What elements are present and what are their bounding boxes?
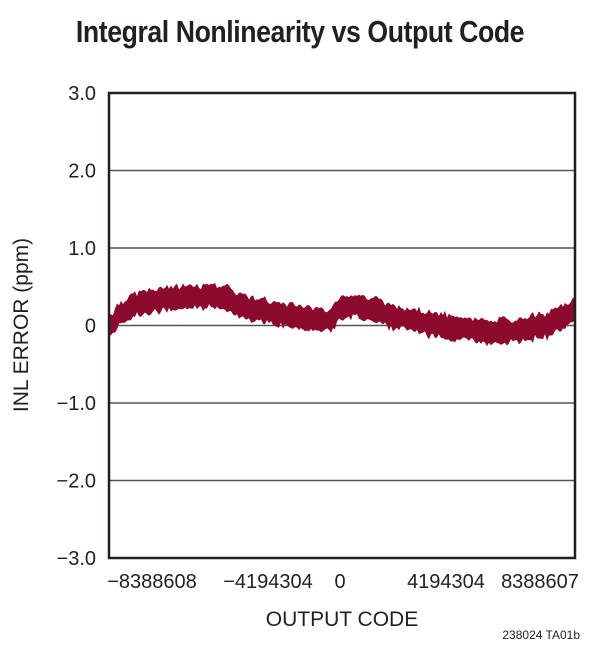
y-tick-label: −3.0: [57, 548, 96, 570]
x-axis-label: OUTPUT CODE: [266, 608, 418, 631]
x-tick-label: 0: [334, 571, 345, 593]
y-tick-label: −1.0: [57, 393, 96, 415]
inl-series: [109, 282, 575, 347]
chart-title: Integral Nonlinearity vs Output Code: [75, 14, 525, 49]
inl-trace: [109, 282, 575, 347]
y-axis-label: INL ERROR (ppm): [10, 238, 33, 412]
y-tick-label: 1.0: [68, 238, 96, 260]
y-tick-label: 2.0: [68, 161, 96, 183]
x-tick-label: −4194304: [223, 571, 313, 593]
figure-code: 238024 TA01b: [502, 628, 580, 642]
y-tick-label: 0: [85, 316, 96, 338]
x-tick-labels: −8388608 −4194304 0 4194304 8388607: [107, 571, 579, 593]
y-tick-label: 3.0: [68, 83, 96, 105]
x-tick-label: 4194304: [407, 571, 485, 593]
y-tick-label: −2.0: [57, 471, 96, 493]
y-tick-labels: 3.0 2.0 1.0 0 −1.0 −2.0 −3.0: [57, 83, 96, 570]
x-tick-label: −8388608: [107, 571, 197, 593]
x-tick-label: 8388607: [501, 571, 579, 593]
plot-frame: [107, 91, 577, 560]
